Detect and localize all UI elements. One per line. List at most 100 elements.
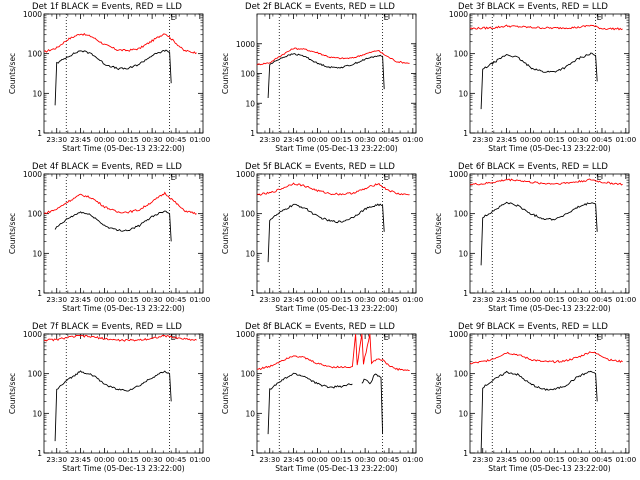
y-tick-label: 1: [37, 129, 42, 138]
event-marker-label: E: [384, 333, 389, 342]
lld-series-line: [469, 178, 623, 186]
x-tick-label: 00:45: [592, 135, 613, 144]
x-axis-label: Start Time (05-Dec-13 23:22:00): [62, 464, 184, 473]
x-tick-label: 00:30: [142, 455, 163, 464]
x-tick-label: 01:00: [402, 295, 423, 304]
x-tick-label: 00:30: [568, 455, 589, 464]
panel-det-3f: Det 3f BLACK = Events, RED = LLD 1 10 100 10…: [426, 0, 639, 160]
y-tick-label: 10: [458, 89, 468, 98]
lld-series-line: [256, 182, 410, 196]
x-tick-label: 00:15: [118, 135, 139, 144]
x-axis-label: Start Time (05-Dec-13 23:22:00): [488, 464, 610, 473]
chart-svg: Det 9f BLACK = Events, RED = LLD 1 10 100 10…: [434, 322, 637, 473]
y-tick-label: 10: [245, 409, 255, 418]
x-axis-label: Start Time (05-Dec-13 23:22:00): [275, 144, 397, 153]
x-tick-label: 00:15: [544, 455, 565, 464]
x-axis-label: Start Time (05-Dec-13 23:22:00): [62, 144, 184, 153]
plot-frame: [256, 333, 417, 454]
y-axis-label: Counts/sec: [8, 213, 17, 254]
events-series-line: [480, 52, 598, 110]
x-axis-label: Start Time (05-Dec-13 23:22:00): [488, 144, 610, 153]
events-series-line: [267, 372, 353, 435]
y-tick-label: 100: [28, 370, 43, 379]
chart-title: Det 6f BLACK = Events, RED = LLD: [458, 162, 608, 172]
events-series-line: [54, 370, 172, 442]
x-tick-label: 23:30: [259, 295, 280, 304]
chart-title: Det 1f BLACK = Events, RED = LLD: [32, 2, 182, 12]
x-tick-label: 00:30: [568, 135, 589, 144]
chart-title: Det 7f BLACK = Events, RED = LLD: [32, 322, 182, 332]
chart-svg: Det 4f BLACK = Events, RED = LLD 1 10 100 10…: [8, 162, 211, 313]
x-tick-label: 00:45: [592, 455, 613, 464]
plot-frame: [43, 13, 204, 134]
x-tick-label: 00:30: [568, 295, 589, 304]
y-tick-label: 10: [32, 409, 42, 418]
x-tick-label: 00:30: [355, 295, 376, 304]
lld-series-line: [256, 47, 410, 66]
x-tick-label: 00:30: [142, 135, 163, 144]
event-marker-label: E: [171, 13, 176, 22]
x-tick-label: 23:30: [472, 135, 493, 144]
y-tick-label: 1: [250, 129, 255, 138]
plot-frame: [43, 333, 204, 454]
x-tick-label: 01:00: [189, 135, 210, 144]
y-axis-label: Counts/sec: [8, 53, 17, 94]
chart-svg: Det 2f BLACK = Events, RED = LLD 1 10 100 10…: [221, 2, 424, 153]
plot-frame: [43, 173, 204, 294]
x-tick-label: 00:45: [379, 135, 400, 144]
y-tick-label: 100: [454, 50, 469, 59]
x-tick-label: 00:15: [331, 295, 352, 304]
chart-title: Det 3f BLACK = Events, RED = LLD: [458, 2, 608, 12]
y-tick-label: 1000: [23, 330, 42, 339]
panel-det-6f: Det 6f BLACK = Events, RED = LLD 1 10 100 10…: [426, 160, 639, 320]
x-tick-label: 23:45: [496, 455, 517, 464]
panel-det-9f: Det 9f BLACK = Events, RED = LLD 1 10 100 10…: [426, 320, 639, 480]
lld-series-line: [256, 333, 410, 372]
x-tick-label: 00:45: [592, 295, 613, 304]
y-axis-label: Counts/sec: [221, 53, 230, 94]
chart-svg: Det 7f BLACK = Events, RED = LLD 1 10 100 10…: [8, 322, 211, 473]
x-tick-label: 00:00: [520, 135, 541, 144]
x-tick-label: 23:30: [46, 295, 67, 304]
y-tick-label: 1: [250, 449, 255, 458]
y-tick-label: 1: [463, 289, 468, 298]
y-tick-label: 1: [250, 289, 255, 298]
lld-series-line: [43, 191, 197, 215]
x-tick-label: 00:00: [520, 295, 541, 304]
lld-series-line: [469, 351, 623, 365]
panel-det-4f: Det 4f BLACK = Events, RED = LLD 1 10 100 10…: [0, 160, 213, 320]
y-tick-label: 100: [28, 210, 43, 219]
x-tick-label: 00:15: [331, 455, 352, 464]
x-tick-label: 23:45: [283, 135, 304, 144]
x-tick-label: 23:45: [496, 295, 517, 304]
plot-frame: [256, 13, 417, 134]
plot-frame: [469, 13, 630, 134]
lld-series-line: [43, 334, 197, 342]
y-axis-label: Counts/sec: [8, 373, 17, 414]
events-series-line: [361, 373, 384, 435]
x-tick-label: 23:45: [70, 295, 91, 304]
x-tick-label: 23:45: [283, 295, 304, 304]
x-tick-label: 01:00: [402, 135, 423, 144]
x-axis-label: Start Time (05-Dec-13 23:22:00): [488, 304, 610, 313]
x-tick-label: 01:00: [615, 135, 636, 144]
y-tick-label: 1000: [236, 40, 255, 49]
x-tick-label: 00:15: [118, 295, 139, 304]
y-tick-label: 1: [463, 129, 468, 138]
x-tick-label: 00:30: [355, 135, 376, 144]
x-tick-label: 00:00: [307, 295, 328, 304]
x-tick-label: 00:15: [544, 295, 565, 304]
y-axis-label: Counts/sec: [221, 373, 230, 414]
y-axis-label: Counts/sec: [434, 53, 443, 94]
y-axis-label: Counts/sec: [221, 213, 230, 254]
y-axis-label: Counts/sec: [434, 213, 443, 254]
y-tick-label: 1: [37, 289, 42, 298]
x-axis-label: Start Time (05-Dec-13 23:22:00): [275, 464, 397, 473]
x-tick-label: 00:45: [379, 455, 400, 464]
x-tick-label: 01:00: [189, 455, 210, 464]
y-tick-label: 10: [458, 409, 468, 418]
y-tick-label: 1000: [23, 170, 42, 179]
x-tick-label: 00:45: [379, 295, 400, 304]
chart-title: Det 2f BLACK = Events, RED = LLD: [245, 2, 395, 12]
x-tick-label: 00:00: [94, 295, 115, 304]
